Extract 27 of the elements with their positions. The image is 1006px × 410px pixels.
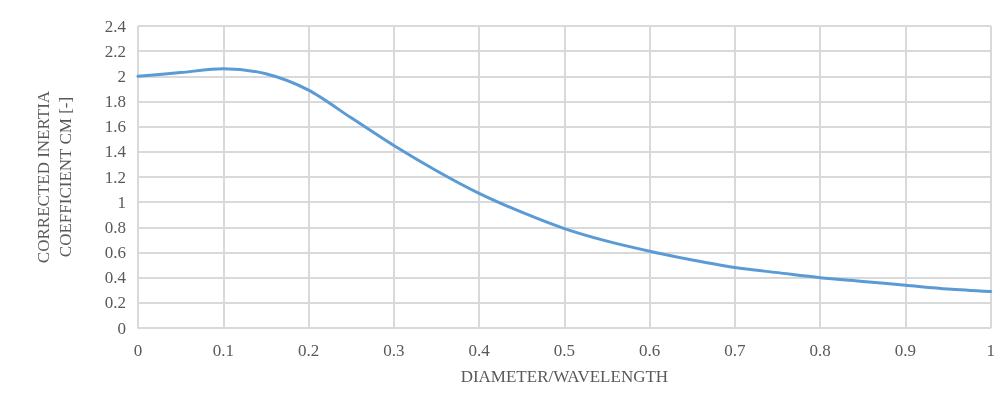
y-tick-label: 0.2 <box>104 293 126 313</box>
x-tick-label: 0.6 <box>639 341 661 360</box>
x-tick-label: 0.7 <box>724 341 747 360</box>
x-tick-label: 0.4 <box>468 341 491 360</box>
y-tick-label: 1.6 <box>104 117 126 137</box>
y-tick-label: 0.6 <box>104 243 126 262</box>
x-axis-title: DIAMETER/WAVELENGTH <box>460 367 669 386</box>
y-tick-label: 2.4 <box>104 16 127 36</box>
y-axis-title: CORRECTED INERTIA COEFFICIENT CM [-] <box>33 90 75 264</box>
x-tick-label: 1 <box>986 341 995 360</box>
y-tick-label: 1 <box>117 192 126 212</box>
line-series <box>136 67 993 294</box>
x-tick-label: 0.3 <box>383 341 405 360</box>
x-tick-label: 0.2 <box>297 341 320 360</box>
x-tick-label: 0.1 <box>212 341 234 360</box>
y-tick-label: 2.2 <box>104 41 126 61</box>
y-tick-label: 0.8 <box>104 217 126 237</box>
y-tick-label: 1.4 <box>104 142 127 162</box>
x-tick-label: 0 <box>133 341 143 360</box>
x-tick-label: 0.9 <box>894 341 917 360</box>
x-tick-label: 0.5 <box>553 341 575 360</box>
y-tick-label: 1.8 <box>104 92 126 111</box>
x-tick-label: 0.8 <box>809 341 831 360</box>
y-tick-label: 0 <box>117 318 126 338</box>
y-tick-label: 0.4 <box>104 268 127 288</box>
y-tick-label: 1.2 <box>104 167 126 187</box>
y-tick-label: 2 <box>117 66 126 86</box>
